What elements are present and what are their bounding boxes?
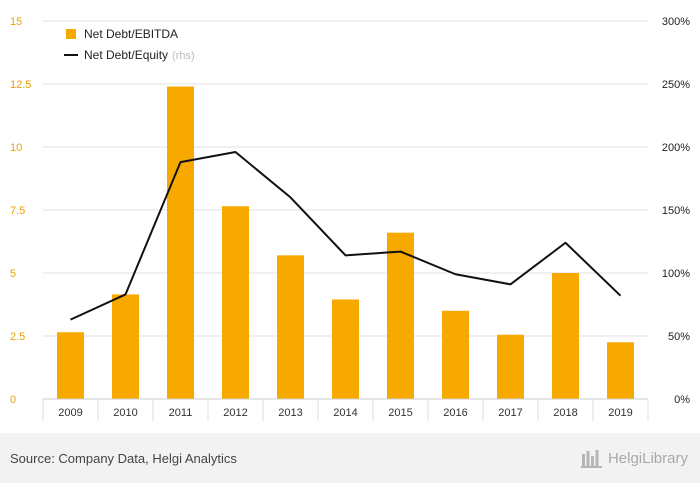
axes: 0 0% 2.5 50% 5 100% 7.5 150% 10 200% 12.5 250% 15 300… <box>10 16 690 421</box>
y-left-tick-label: 15 <box>10 16 22 28</box>
x-tick-label: 2015 <box>388 407 412 419</box>
net-debt-equity-line <box>70 151 622 321</box>
legend: Net Debt/EBITDA Net Debt/Equity (rhs) <box>64 27 195 62</box>
line-series <box>70 151 622 321</box>
x-tick-label: 2009 <box>58 407 82 419</box>
bar-2015 <box>387 232 414 399</box>
x-tick-label: 2011 <box>169 407 193 419</box>
bar-2018 <box>552 273 579 399</box>
y-right-tick-label: 250% <box>662 79 690 91</box>
y-right-tick-label: 300% <box>662 16 690 28</box>
x-tick-label: 2013 <box>278 407 302 419</box>
bar-series <box>57 86 634 400</box>
source-note: Source: Company Data, Helgi Analytics <box>10 451 237 466</box>
y-left-tick-label: 7.5 <box>10 205 25 217</box>
legend-label-name: Net Debt/Equity <box>84 48 168 62</box>
x-tick-label: 2019 <box>608 407 632 419</box>
y-left-tick-label: 10 <box>10 142 22 154</box>
brand-name: HelgiLibrary <box>607 449 688 467</box>
footer: Source: Company Data, Helgi Analytics He… <box>0 433 700 483</box>
bar-2011 <box>167 86 194 400</box>
bar-2012 <box>222 206 249 399</box>
chart: 0 0% 2.5 50% 5 100% 7.5 150% 10 200% 12.5 250% 15 300… <box>10 16 690 421</box>
x-tick-label: 2017 <box>498 407 522 419</box>
bar-2017 <box>497 334 524 399</box>
gridlines <box>43 20 648 400</box>
legend-label: Net Debt/Equity (rhs) <box>84 48 195 62</box>
legend-swatch-bar <box>66 29 76 39</box>
bar-2013 <box>277 255 304 399</box>
legend-label: Net Debt/EBITDA <box>84 27 178 41</box>
bar-2010 <box>112 294 139 399</box>
x-tick-label: 2012 <box>223 407 247 419</box>
bar-2009 <box>57 332 84 399</box>
library-icon <box>580 450 602 468</box>
y-right-tick-label: 0% <box>674 394 690 406</box>
y-right-tick-label: 50% <box>668 331 690 343</box>
y-right-tick-label: 100% <box>662 268 690 280</box>
legend-label-suffix: (rhs) <box>172 50 195 62</box>
x-tick-label: 2018 <box>553 407 577 419</box>
x-tick-label: 2014 <box>333 407 357 419</box>
y-right-tick-label: 200% <box>662 142 690 154</box>
y-left-tick-label: 2.5 <box>10 331 25 343</box>
bar-2019 <box>607 342 634 399</box>
y-left-tick-label: 5 <box>10 268 16 280</box>
x-tick-label: 2010 <box>113 407 137 419</box>
x-tick-label: 2016 <box>443 407 467 419</box>
bar-2014 <box>332 299 359 399</box>
brand-logo: HelgiLibrary <box>580 447 688 469</box>
y-left-tick-label: 12.5 <box>10 79 31 91</box>
bar-2016 <box>442 310 469 399</box>
y-left-tick-label: 0 <box>10 394 16 406</box>
y-right-tick-label: 150% <box>662 205 690 217</box>
